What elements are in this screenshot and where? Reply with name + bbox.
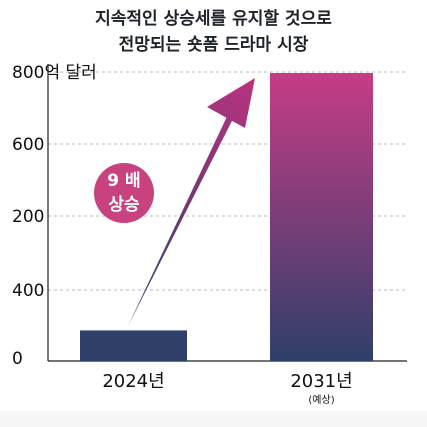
y-tick-label: 0 xyxy=(12,349,23,369)
y-tick-label: 400 xyxy=(12,281,44,301)
growth-arrow-shaft xyxy=(128,108,237,326)
growth-badge-line-2: 상승 xyxy=(108,195,140,215)
y-tick-label: 800억 달러 xyxy=(12,63,97,83)
chart-title: 지속적인 상승세를 유지할 것으로 전망되는 숏폼 드라마 시장 xyxy=(0,6,427,58)
growth-badge-circle xyxy=(94,163,154,223)
bar-1 xyxy=(80,330,187,361)
growth-badge: 9 배 상승 xyxy=(94,163,154,223)
y-tick-label: 200 xyxy=(12,207,44,227)
growth-arrow-head xyxy=(207,78,255,128)
bars xyxy=(80,73,373,361)
x-category-note: (예상) xyxy=(308,394,334,406)
growth-badge-line-1: 9 배 xyxy=(107,171,140,191)
growth-arrow xyxy=(128,78,255,326)
y-axis-ticks: 0 400 200 600 800억 달러 xyxy=(12,63,97,369)
y-tick-label: 600 xyxy=(12,135,44,155)
x-category-label: 2031년 xyxy=(290,371,352,392)
bar-2 xyxy=(270,73,373,361)
x-category-label: 2024년 xyxy=(102,371,164,392)
title-line-1: 지속적인 상승세를 유지할 것으로 xyxy=(95,9,332,29)
title-line-2: 전망되는 숏폼 드라마 시장 xyxy=(118,35,309,55)
x-axis-labels: 2024년 2031년 (예상) xyxy=(102,371,352,406)
footer-strip xyxy=(0,411,427,427)
